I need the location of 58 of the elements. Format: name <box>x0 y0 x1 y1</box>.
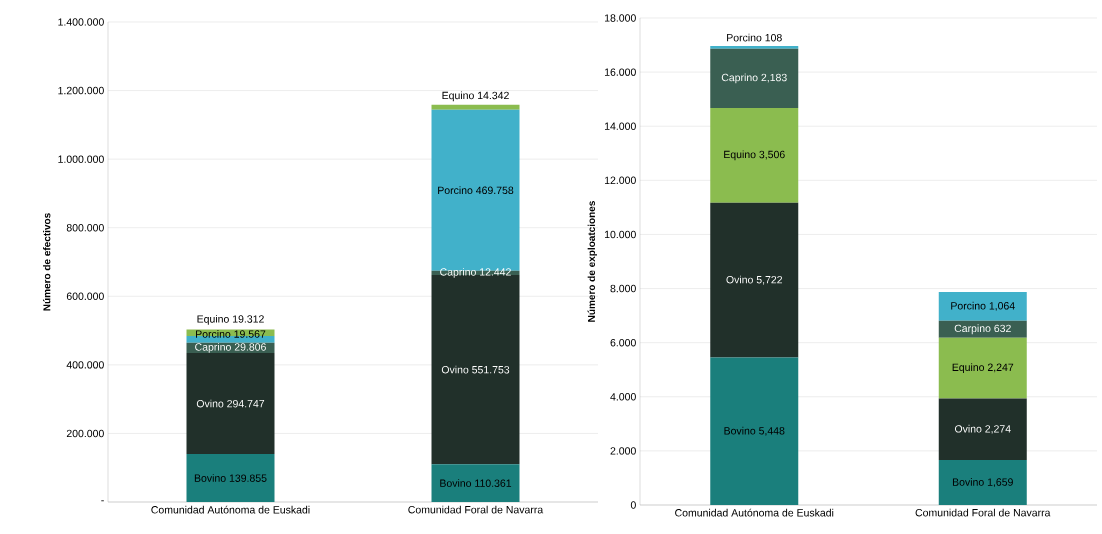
x-tick-label: Comunidad Autónoma de Euskadi <box>151 505 310 514</box>
data-label: Porcino 469.758 <box>438 186 514 195</box>
bar <box>431 104 520 110</box>
y-tick-label: 18.000 <box>604 14 636 22</box>
bar <box>186 454 275 502</box>
y-tick-label: 16.000 <box>604 68 636 76</box>
data-label: Bovino 110.361 <box>440 479 512 487</box>
y-tick-label: 800.000 <box>66 224 104 232</box>
bar <box>710 45 799 49</box>
bar <box>186 336 275 343</box>
bar <box>938 320 1027 338</box>
data-label: Equino 3,506 <box>724 150 785 161</box>
y-tick-label: 1.400.000 <box>58 18 104 26</box>
data-label: Bovino 1,659 <box>952 478 1013 488</box>
bar <box>710 48 799 108</box>
bar <box>938 337 1027 399</box>
data-label: Ovino 5,722 <box>726 275 783 285</box>
data-label: Porcino 108 <box>727 33 782 42</box>
bar <box>938 398 1027 461</box>
y-axis-title: Número de efectivos <box>42 213 51 311</box>
bar <box>710 202 799 358</box>
data-label: Bovino 139.855 <box>194 474 267 482</box>
data-label: Equino 14.342 <box>442 91 509 102</box>
data-label: Porcino 1,064 <box>951 301 1015 311</box>
y-tick-label: 400.000 <box>66 361 104 369</box>
y-tick-label: - <box>101 500 104 502</box>
data-label: Equino 2,247 <box>952 363 1014 374</box>
data-label: Ovino 294.747 <box>196 399 265 408</box>
data-label: Bovino 5,448 <box>724 426 785 436</box>
data-label: Caprino 29.806 <box>195 342 266 353</box>
y-tick-label: 1.200.000 <box>58 86 104 95</box>
data-label: Caprino 12.442 <box>440 267 511 278</box>
x-tick-label: Comunidad Foral de Navarra <box>408 505 544 514</box>
data-label: Ovino 551.753 <box>441 365 510 374</box>
data-label: Carpino 632 <box>954 324 1011 335</box>
y-tick-label: 600.000 <box>66 292 104 301</box>
y-tick-label: 1.000.000 <box>58 155 104 163</box>
y-tick-label: 6.000 <box>610 338 636 347</box>
bar <box>186 352 275 455</box>
bar <box>710 357 799 505</box>
bar <box>431 464 520 502</box>
y-tick-label: 12.000 <box>604 176 636 185</box>
y-tick-label: 10.000 <box>604 230 636 239</box>
bar <box>938 291 1027 321</box>
data-label: Ovino 2,274 <box>954 424 1011 434</box>
y-tick-label: 14.000 <box>604 122 636 130</box>
x-tick-label: Comunidad Autónoma de Euskadi <box>675 508 834 517</box>
y-tick-label: 200.000 <box>66 429 104 438</box>
y-tick-label: 2.000 <box>610 447 636 455</box>
bar <box>710 107 799 203</box>
x-tick-label: Comunidad Foral de Navarra <box>915 508 1051 517</box>
data-label: Equino 19.312 <box>197 314 264 325</box>
y-axis-title: Número de exploatciones <box>587 201 597 322</box>
y-tick-label: 8.000 <box>610 284 636 293</box>
bar <box>938 460 1027 505</box>
data-label: Caprino 2,183 <box>721 73 787 84</box>
y-tick-label: 4.000 <box>610 393 636 401</box>
y-tick-label: 0 <box>630 501 636 509</box>
